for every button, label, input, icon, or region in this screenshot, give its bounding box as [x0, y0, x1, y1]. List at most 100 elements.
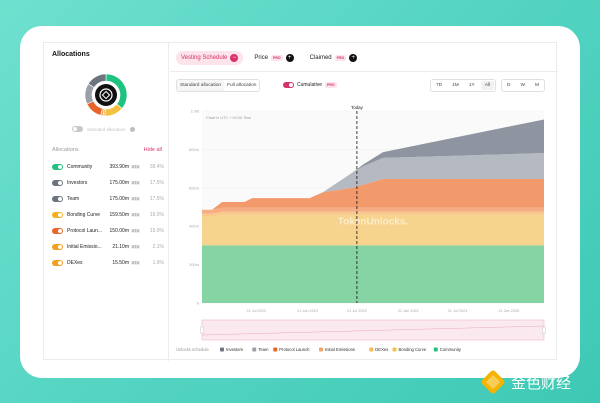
granularity-month-button[interactable]: M	[535, 83, 539, 88]
granularity-week-button[interactable]: W	[520, 83, 525, 88]
legend-item-team: Team	[258, 347, 269, 352]
chart-subtitle: Chart in UTC + 00:00 Time	[206, 116, 251, 120]
toggle-switch[interactable]	[52, 212, 63, 218]
standard-allocation-button[interactable]: Standard allocation	[177, 80, 225, 91]
divider	[170, 71, 558, 72]
token-symbol-badge: STG	[131, 213, 141, 217]
pro-badge: PRO	[334, 55, 347, 61]
x-tick-label: 21 Jul 2023	[347, 309, 367, 313]
allocation-amount: 21.10m	[112, 244, 129, 250]
pro-badge: PRO	[271, 55, 283, 61]
cumulative-toggle[interactable]: Cumulative PRO	[283, 82, 337, 88]
plus-icon[interactable]: +	[285, 54, 294, 62]
range-1m-button[interactable]: 1M	[452, 83, 459, 88]
legend-item-community: Community	[440, 347, 462, 352]
token-logo-icon	[95, 84, 117, 106]
allocation-name: Community	[67, 164, 93, 170]
tab-label: Price	[254, 55, 269, 61]
legend-swatch-dexes	[369, 347, 374, 352]
allocation-name: Bonding Curve	[67, 212, 101, 218]
toggle-switch[interactable]	[52, 260, 63, 266]
token-symbol-badge: STG	[131, 229, 141, 233]
allocation-row-team[interactable]: Team 175.00m STG 17.5%	[52, 191, 164, 207]
plus-icon[interactable]: +	[349, 54, 358, 62]
toggle-switch[interactable]	[52, 196, 63, 202]
allocation-row-protocol-laun[interactable]: Protocol Laun... 150.00m STG 15.0%	[52, 223, 164, 239]
range-all-button[interactable]: All	[480, 81, 495, 90]
area-series-bonding-curve	[202, 214, 544, 246]
navigator-preview-line	[201, 325, 545, 336]
tab-claimed[interactable]: Claimed PRO +	[305, 51, 363, 65]
standard-allocation-toggle[interactable]: Standard allocation	[72, 126, 135, 132]
allocation-amount: 393.90m	[109, 164, 129, 170]
range-1y-button[interactable]: 1Y	[468, 83, 475, 88]
allocation-mode-switch: Standard allocation Full allocation	[176, 79, 261, 92]
brand-text: 金色财经	[511, 374, 571, 392]
pro-badge: PRO	[325, 82, 337, 88]
hide-all-link[interactable]: Hide all	[143, 147, 162, 153]
tab-price[interactable]: Price PRO +	[249, 51, 298, 65]
area-series-dexes	[202, 211, 544, 217]
tab-vesting-schedule[interactable]: Vesting Schedule −	[176, 51, 244, 65]
range-navigator	[201, 319, 545, 341]
token-logo-mark	[101, 90, 111, 100]
allocation-percent: 39.4%	[149, 164, 164, 170]
range-7d-button[interactable]: 7D	[436, 83, 443, 88]
x-tick-label: 21 Jul 2022	[246, 309, 266, 313]
token-symbol-badge: STG	[131, 245, 141, 249]
allocation-percent: 1.6%	[152, 260, 164, 266]
allocation-amount: 15.50m	[112, 260, 129, 266]
brand-watermark: 金色财经	[481, 370, 571, 394]
legend-item-protocol-launch: Protocol Launch	[279, 347, 310, 352]
token-symbol-badge: STG	[131, 165, 141, 169]
y-tick-label: 1.0B	[191, 109, 200, 114]
x-tick-label: 21 Jan 2023	[297, 309, 318, 313]
standard-allocation-label: Standard allocation	[87, 126, 126, 132]
toggle-switch[interactable]	[52, 228, 63, 234]
tokenunlocks-watermark: TokenUnlocks.	[338, 216, 409, 227]
legend-swatch-protocol-launch	[273, 347, 278, 352]
main-panel: Vesting Schedule − Price PRO + Claimed P…	[170, 43, 558, 361]
area-series-initial-emissions	[202, 207, 544, 214]
token-symbol-badge: STG	[131, 261, 141, 265]
y-tick-label: 800m	[189, 147, 200, 152]
token-symbol-badge: STG	[131, 197, 141, 201]
allocation-amount: 150.00m	[109, 228, 129, 234]
y-tick-label: 0	[197, 301, 200, 306]
toggle-switch[interactable]	[52, 164, 63, 170]
area-series-community	[202, 245, 544, 303]
granularity-selector: D W M	[501, 79, 545, 92]
toggle-switch[interactable]	[52, 244, 63, 250]
info-icon[interactable]	[129, 126, 135, 132]
allocation-row-bonding-curve[interactable]: Bonding Curve 159.50m STG 16.0%	[52, 207, 164, 223]
toggle-switch[interactable]	[52, 180, 63, 186]
navigator-right-handle	[542, 326, 546, 334]
minus-icon[interactable]: −	[230, 54, 239, 62]
x-tick-label: 21 Jul 2024	[448, 309, 468, 313]
allocation-row-community[interactable]: Community 393.90m STG 39.4%	[52, 159, 164, 175]
allocation-row-initial-emissio[interactable]: Initial Emissio... 21.10m STG 2.1%	[52, 239, 164, 255]
x-tick-label: 21 Jan 2024	[398, 309, 419, 313]
toggle-switch[interactable]	[283, 82, 294, 88]
token-logo-ring	[99, 88, 113, 102]
tab-label: Claimed	[309, 55, 332, 61]
legend-item-bonding-curve: Bonding Curve	[399, 347, 427, 352]
allocation-row-dexes[interactable]: DEXes 15.50m STG 1.6%	[52, 255, 164, 271]
today-label: Today	[351, 105, 364, 110]
toggle-switch[interactable]	[72, 126, 83, 132]
donut-segment-investors	[87, 73, 107, 88]
allocation-list: Community 393.90m STG 39.4% Investors 175.00m…	[52, 159, 164, 271]
vesting-schedule-chart: 0 200m 400m 600m 800m 1.0B Chart in UTC + 00:0…	[176, 105, 546, 352]
allocations-header: Allocations Hide all	[52, 147, 162, 153]
legend-swatch-team	[252, 347, 257, 352]
app-window: Allocations Standard allocation Allocati…	[43, 42, 558, 361]
brand-logo-icon	[481, 370, 505, 394]
legend-title: Unlocks schedule	[176, 347, 209, 352]
granularity-day-button[interactable]: D	[507, 83, 511, 88]
allocation-amount: 159.50m	[109, 212, 129, 218]
allocation-percent: 2.1%	[152, 244, 164, 250]
sidebar-title: Allocations	[52, 51, 90, 58]
legend-item-initial-emissions: Initial Emissions	[325, 347, 355, 352]
full-allocation-button[interactable]: Full allocation	[224, 80, 260, 91]
allocation-row-investors[interactable]: Investors 175.00m STG 17.5%	[52, 175, 164, 191]
